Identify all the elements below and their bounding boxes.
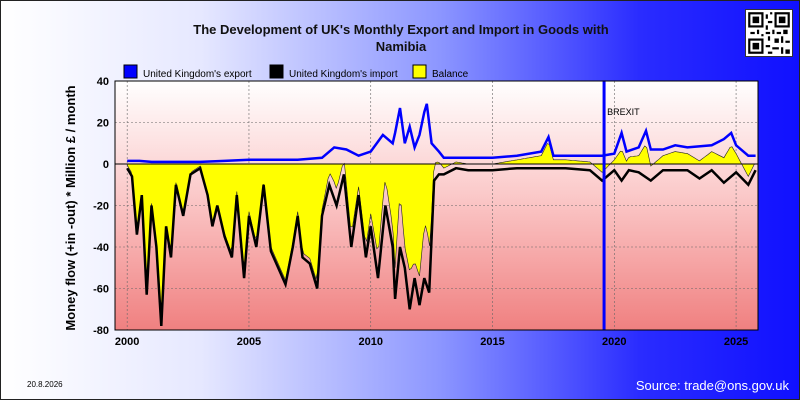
- x-tick-label: 2020: [602, 336, 626, 348]
- series-line-export: [127, 103, 756, 164]
- chart-title-line-2: Namibia: [376, 39, 427, 54]
- source-credit: Source: trade@ons.gov.uk: [635, 378, 789, 393]
- x-tick-label: 2025: [724, 336, 748, 348]
- y-tick-label: 40: [97, 76, 109, 88]
- legend: United Kingdom's export United Kingdom's…: [123, 64, 469, 80]
- y-tick-label: 20: [97, 118, 109, 130]
- y-tick-label: -60: [93, 284, 109, 296]
- legend-swatch-import: [269, 64, 284, 79]
- series-line-import: [126, 166, 757, 326]
- y-tick-label: -20: [93, 201, 109, 213]
- y-tick-label: -40: [93, 242, 109, 254]
- legend-label-export: United Kingdom's export: [143, 69, 252, 80]
- x-tick-label: 2010: [358, 336, 382, 348]
- plot-border: [114, 80, 759, 331]
- legend-swatch-export: [123, 64, 138, 79]
- y-axis-label: Money flow (+in -out) * Million £ / mont…: [63, 85, 78, 330]
- legend-label-balance: Balance: [432, 69, 469, 80]
- x-tick-label: 2000: [115, 336, 139, 348]
- legend-swatch-balance: [412, 64, 427, 79]
- y-tick-label: 0: [103, 159, 109, 171]
- qr-code-icon: [745, 9, 793, 57]
- y-tick-label: -80: [93, 325, 109, 337]
- date-stamp: 20.8.2026: [27, 380, 63, 389]
- brexit-label: BREXIT: [607, 107, 640, 117]
- x-tick-label: 2005: [237, 336, 261, 348]
- chart-title-line-1: The Development of UK's Monthly Export a…: [193, 22, 609, 37]
- legend-label-import: United Kingdom's import: [289, 69, 398, 80]
- x-tick-label: 2015: [480, 336, 504, 348]
